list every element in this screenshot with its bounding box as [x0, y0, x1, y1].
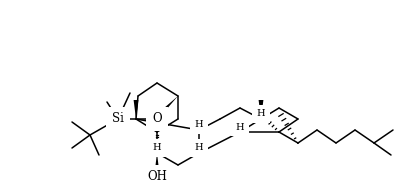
Polygon shape [153, 96, 178, 121]
Text: Si: Si [112, 112, 124, 126]
Text: H: H [152, 143, 161, 153]
Text: H: H [194, 120, 203, 130]
Text: OH: OH [147, 170, 166, 184]
Polygon shape [154, 153, 159, 173]
Text: H: H [194, 143, 203, 153]
Polygon shape [258, 100, 263, 119]
Text: H: H [235, 123, 244, 131]
Text: O: O [152, 112, 162, 126]
Text: H: H [256, 109, 265, 119]
Polygon shape [133, 100, 138, 119]
